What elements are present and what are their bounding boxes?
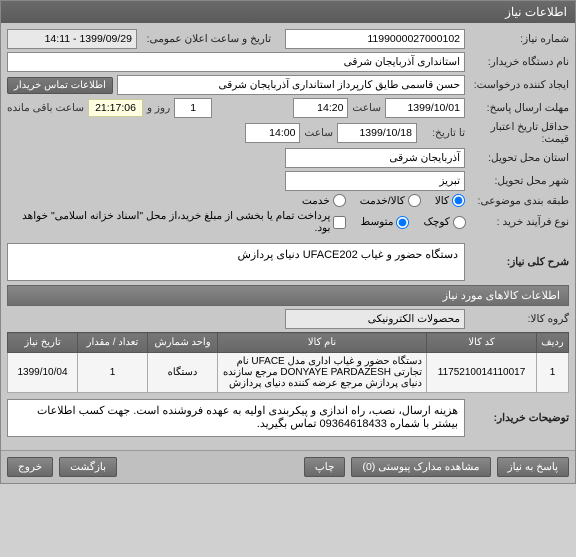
proc-small-radio[interactable]	[453, 216, 466, 229]
attach-button[interactable]: مشاهده مدارک پیوستی (0)	[351, 457, 490, 477]
proc-note-check[interactable]	[333, 216, 346, 229]
back-button[interactable]: بازگشت	[59, 457, 117, 477]
window-title: اطلاعات نیاز	[505, 5, 567, 19]
group-field: محصولات الکترونیکی	[285, 309, 465, 329]
process-label: نوع فرآیند خرید :	[470, 216, 569, 228]
cell-qty: 1	[78, 353, 148, 393]
city-label: شهر محل تحویل:	[469, 175, 569, 187]
general-label: شرح کلی نیاز:	[469, 256, 569, 268]
city-field: تبریز	[285, 171, 465, 191]
package-radios: کالا کالا/خدمت خدمت	[302, 194, 465, 207]
exit-button[interactable]: خروج	[7, 457, 53, 477]
remain-day-label: روز و	[147, 102, 170, 114]
group-label: گروه کالا:	[469, 313, 569, 325]
cell-name: دستگاه حضور و غیاب اداری مدل UFACE نام ت…	[218, 353, 427, 393]
table-row: 1 1175210014110017 دستگاه حضور و غیاب اد…	[8, 353, 569, 393]
cell-code: 1175210014110017	[427, 353, 537, 393]
time-label-2: ساعت	[304, 127, 333, 139]
th-qty: تعداد / مقدار	[78, 333, 148, 353]
creator-field: حسن قاسمی طایق کارپرداز استانداری آذربای…	[117, 75, 465, 95]
deadline-date-field: 1399/10/01	[385, 98, 465, 118]
package-label: طبقه بندی موضوعی:	[469, 195, 569, 207]
th-date: تاریخ نیاز	[8, 333, 78, 353]
footer-bar: پاسخ به نیاز مشاهده مدارک پیوستی (0) چاپ…	[1, 450, 575, 483]
pkg-kala-radio[interactable]	[452, 194, 465, 207]
remain-timer: 21:17:06	[88, 99, 143, 117]
general-desc: دستگاه حضور و غیاب UFACE202 دنیای پردازش	[7, 243, 465, 281]
cell-date: 1399/10/04	[8, 353, 78, 393]
deadline-label: مهلت ارسال پاسخ:	[469, 102, 569, 114]
remain-days-field: 1	[174, 98, 212, 118]
province-field: آذربایجان شرقی	[285, 148, 465, 168]
pkg-kala-option[interactable]: کالا	[435, 194, 465, 207]
validity-label: حداقل تاریخ اعتبار قیمت:	[469, 121, 569, 145]
proc-medium-option[interactable]: متوسط	[360, 216, 409, 229]
validity-til-label: تا تاریخ:	[421, 127, 465, 139]
buyer-label: نام دستگاه خریدار:	[469, 56, 569, 68]
pkg-khedmat-option[interactable]: خدمت	[302, 194, 346, 207]
req-no-label: شماره نیاز:	[469, 33, 569, 45]
goods-section-title: اطلاعات کالاهای مورد نیاز	[7, 285, 569, 306]
pkg-service-option[interactable]: کالا/خدمت	[360, 194, 421, 207]
req-no-field: 1199000027000102	[285, 29, 465, 49]
announce-field: 1399/09/29 - 14:11	[7, 29, 137, 49]
proc-medium-radio[interactable]	[396, 216, 409, 229]
th-row: ردیف	[537, 333, 569, 353]
validity-time-field: 14:00	[245, 123, 300, 143]
province-label: استان محل تحویل:	[469, 152, 569, 164]
window: اطلاعات نیاز شماره نیاز: 119900002700010…	[0, 0, 576, 484]
validity-date-field: 1399/10/18	[337, 123, 417, 143]
pkg-khedmat-radio[interactable]	[333, 194, 346, 207]
pkg-service-radio[interactable]	[408, 194, 421, 207]
announce-label: تاریخ و ساعت اعلان عمومی:	[141, 33, 271, 45]
content: شماره نیاز: 1199000027000102 تاریخ و ساع…	[1, 23, 575, 446]
buyer-notes-label: توضیحات خریدار:	[469, 412, 569, 424]
th-unit: واحد شمارش	[148, 333, 218, 353]
th-code: کد کالا	[427, 333, 537, 353]
deadline-time-field: 14:20	[293, 98, 348, 118]
buyer-field: استانداری آذربایجان شرقی	[7, 52, 465, 72]
creator-label: ایجاد کننده درخواست:	[469, 79, 569, 91]
cell-unit: دستگاه	[148, 353, 218, 393]
time-label-1: ساعت	[352, 102, 381, 114]
th-name: نام کالا	[218, 333, 427, 353]
reply-button[interactable]: پاسخ به نیاز	[497, 457, 569, 477]
proc-small-option[interactable]: کوچک	[423, 216, 465, 229]
titlebar: اطلاعات نیاز	[1, 1, 575, 23]
contact-button[interactable]: اطلاعات تماس خریدار	[7, 77, 113, 94]
remain-suffix: ساعت باقی مانده	[7, 102, 84, 114]
goods-table: ردیف کد کالا نام کالا واحد شمارش تعداد /…	[7, 332, 569, 393]
print-button[interactable]: چاپ	[304, 457, 346, 477]
process-radios: کوچک متوسط پرداخت تمام یا بخشی از مبلغ خ…	[7, 210, 466, 234]
proc-note-option[interactable]: پرداخت تمام یا بخشی از مبلغ خرید،از محل …	[7, 210, 346, 234]
buyer-notes: هزینه ارسال، نصب، راه اندازی و پیکربندی …	[7, 399, 465, 437]
cell-n: 1	[537, 353, 569, 393]
